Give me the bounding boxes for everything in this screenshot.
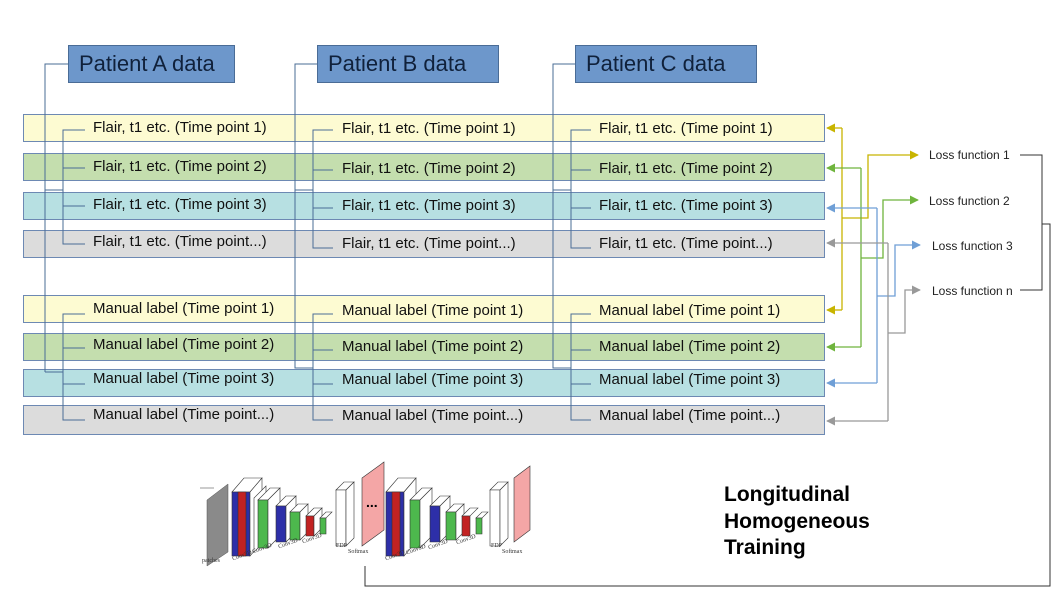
patient-a-box: Patient A data <box>68 45 235 83</box>
patient-c-image-tpn: Flair, t1 etc. (Time point...) <box>599 235 773 252</box>
layer-label: patches <box>202 558 220 564</box>
image-row-band-3 <box>23 192 825 220</box>
ellipsis-label: ... <box>366 494 378 510</box>
patient-b-image-tp2: Flair, t1 etc. (Time point 2) <box>342 160 516 177</box>
patient-a-image-tp3: Flair, t1 etc. (Time point 3) <box>93 196 267 213</box>
loss-3-arrows <box>826 203 921 388</box>
patient-b-image-tp1: Flair, t1 etc. (Time point 1) <box>342 120 516 137</box>
loss-function-1-label: Loss function 1 <box>929 148 1010 162</box>
loss-1-arrows <box>826 123 919 315</box>
patient-b-box: Patient B data <box>317 45 499 83</box>
patient-a-label-tp2: Manual label (Time point 2) <box>93 336 275 353</box>
patient-a-tree <box>44 63 85 421</box>
layer-label: Softmax <box>502 549 523 555</box>
label-row-band-1 <box>23 295 825 323</box>
image-row-band-2 <box>23 153 825 181</box>
label-row-band-2 <box>23 333 825 361</box>
patient-b-label-tp3: Manual label (Time point 3) <box>342 371 524 388</box>
patient-b-tree <box>294 63 333 421</box>
patient-b-label-tpn: Manual label (Time point...) <box>342 407 524 424</box>
patient-c-tree <box>552 63 591 421</box>
patient-b-image-tpn: Flair, t1 etc. (Time point...) <box>342 235 516 252</box>
patient-a-label-tp3: Manual label (Time point 3) <box>93 370 275 387</box>
title-line-3: Training <box>724 536 806 559</box>
patient-a-image-tpn: Flair, t1 etc. (Time point...) <box>93 233 267 250</box>
patient-c-label-tp3: Manual label (Time point 3) <box>599 371 781 388</box>
loss-feedback-line <box>364 154 1051 587</box>
patient-c-image-tp3: Flair, t1 etc. (Time point 3) <box>599 197 773 214</box>
patient-a-label-tp1: Manual label (Time point 1) <box>93 300 275 317</box>
layer-label: FDP <box>336 543 348 549</box>
title-line-1: Longitudinal <box>724 483 850 506</box>
loss-n-arrows <box>826 238 921 426</box>
patient-b-image-tp3: Flair, t1 etc. (Time point 3) <box>342 197 516 214</box>
patient-a-image-tp1: Flair, t1 etc. (Time point 1) <box>93 119 267 136</box>
image-row-band-4 <box>23 230 825 258</box>
network-diagram <box>200 461 531 567</box>
layer-label: FDP <box>491 543 503 549</box>
patient-a-label-tpn: Manual label (Time point...) <box>93 406 275 423</box>
patient-c-label-tp2: Manual label (Time point 2) <box>599 338 781 355</box>
patient-a-image-tp2: Flair, t1 etc. (Time point 2) <box>93 158 267 175</box>
label-row-band-3 <box>23 369 825 397</box>
loss-function-2-label: Loss function 2 <box>929 194 1010 208</box>
patient-c-label-tp1: Manual label (Time point 1) <box>599 302 781 319</box>
patient-c-box: Patient C data <box>575 45 757 83</box>
patient-b-label-tp2: Manual label (Time point 2) <box>342 338 524 355</box>
layer-label: Softmax <box>348 549 369 555</box>
loss-function-n-label: Loss function n <box>932 284 1013 298</box>
patient-c-image-tp1: Flair, t1 etc. (Time point 1) <box>599 120 773 137</box>
patient-b-label-tp1: Manual label (Time point 1) <box>342 302 524 319</box>
title-line-2: Homogeneous <box>724 510 870 533</box>
patient-c-image-tp2: Flair, t1 etc. (Time point 2) <box>599 160 773 177</box>
image-row-band-1 <box>23 114 825 142</box>
loss-function-3-label: Loss function 3 <box>932 239 1013 253</box>
patient-c-label-tpn: Manual label (Time point...) <box>599 407 781 424</box>
loss-2-arrows <box>826 163 919 352</box>
label-row-band-4 <box>23 405 825 435</box>
